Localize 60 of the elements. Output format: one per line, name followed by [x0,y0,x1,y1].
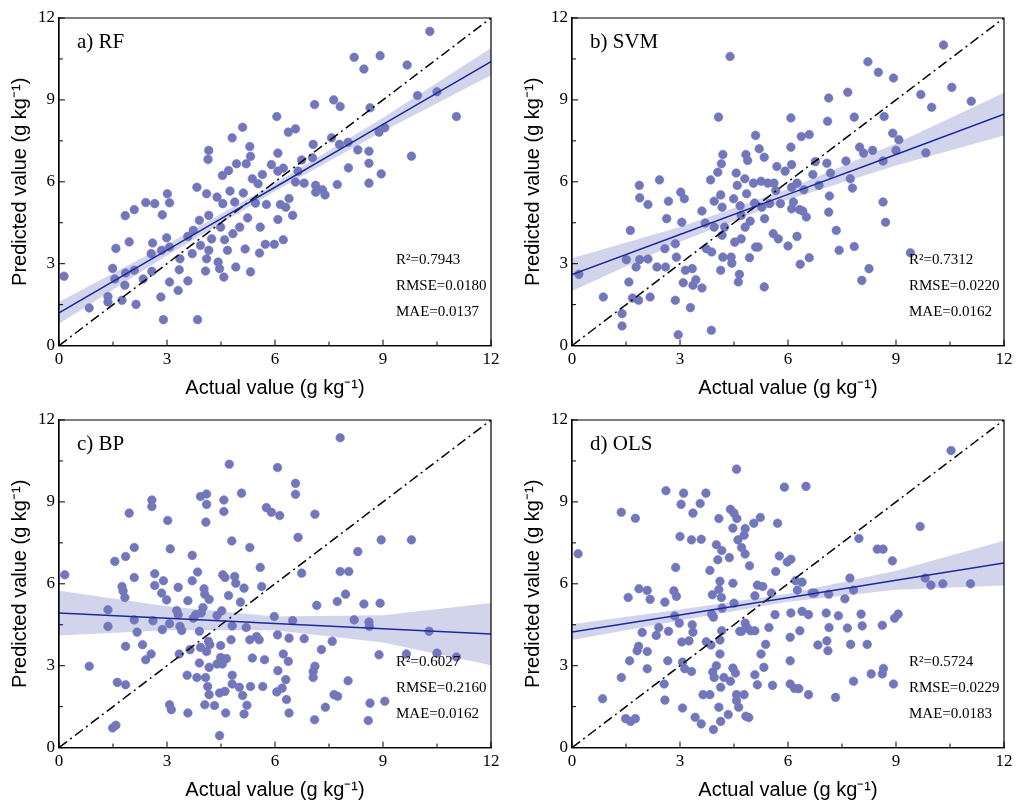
x-tick-label: 9 [378,751,388,771]
annotation: MAE=0.0183 [908,705,993,722]
annotation: RMSE=0.0180 [395,276,487,293]
annotation: R²=0.5724 [908,652,974,669]
x-axis-title: Actual value (g kg⁻¹) [185,375,365,398]
annotation: MAE=0.0162 [908,303,993,320]
y-tick-label: 0 [559,335,568,355]
annotation: R²=0.7312 [908,250,974,267]
text: b) SVM [590,29,659,53]
y-tick-label: 3 [559,253,568,273]
y-tick-label: 9 [559,491,568,511]
x-tick-label: 3 [162,751,172,771]
y-tick-label: 12 [551,7,568,27]
y-tick-label: 0 [46,737,55,757]
text: c) BP [77,431,125,455]
x-axis-title: Actual value (g kg⁻¹) [185,777,365,800]
y-tick-label: 6 [46,171,55,191]
y-tick-label: 0 [46,335,55,355]
y-tick-label: 9 [46,491,55,511]
x-tick-label: 3 [162,349,172,369]
x-tick-label: 12 [995,349,1013,369]
x-tick-label: 9 [891,349,901,369]
x-tick-label: 12 [482,349,500,369]
annotation: RMSE=0.0220 [908,276,1000,293]
x-tick-label: 12 [482,751,500,771]
y-tick-label: 3 [559,655,568,675]
y-tick-label: 6 [46,573,55,593]
y-axis-title: Predicted value (g kg⁻¹) [520,77,543,286]
x-tick-label: 3 [675,349,685,369]
x-tick-label: 6 [783,751,793,771]
x-tick-label: 12 [995,751,1013,771]
x-tick-label: 3 [675,751,685,771]
y-tick-label: 0 [559,737,568,757]
x-axis-title: Actual value (g kg⁻¹) [698,375,878,398]
y-tick-label: 9 [46,89,55,109]
x-tick-label: 9 [891,751,901,771]
text: d) OLS [590,431,653,455]
y-tick-label: 6 [559,573,568,593]
y-axis-title: Predicted value (g kg⁻¹) [7,479,30,688]
y-tick-label: 12 [551,409,568,429]
annotation: R²=0.7943 [395,250,461,267]
annotation: R²=0.6027 [395,652,461,669]
y-axis-title: Predicted value (g kg⁻¹) [7,77,30,286]
annotation: MAE=0.0137 [395,303,480,320]
x-axis-title: Actual value (g kg⁻¹) [698,777,878,800]
annotation: RMSE=0.2160 [395,678,487,695]
x-tick-label: 6 [783,349,793,369]
y-tick-label: 12 [38,7,55,27]
text: a) RF [77,29,125,53]
x-tick-label: 6 [270,751,280,771]
y-tick-label: 12 [38,409,55,429]
annotation: MAE=0.0162 [395,705,480,722]
y-tick-label: 3 [46,655,55,675]
y-tick-label: 9 [559,89,568,109]
annotation: RMSE=0.0229 [908,678,1000,695]
y-tick-label: 6 [559,171,568,191]
y-tick-label: 3 [46,253,55,273]
y-axis-title: Predicted value (g kg⁻¹) [520,479,543,688]
x-tick-label: 9 [378,349,388,369]
x-tick-label: 6 [270,349,280,369]
